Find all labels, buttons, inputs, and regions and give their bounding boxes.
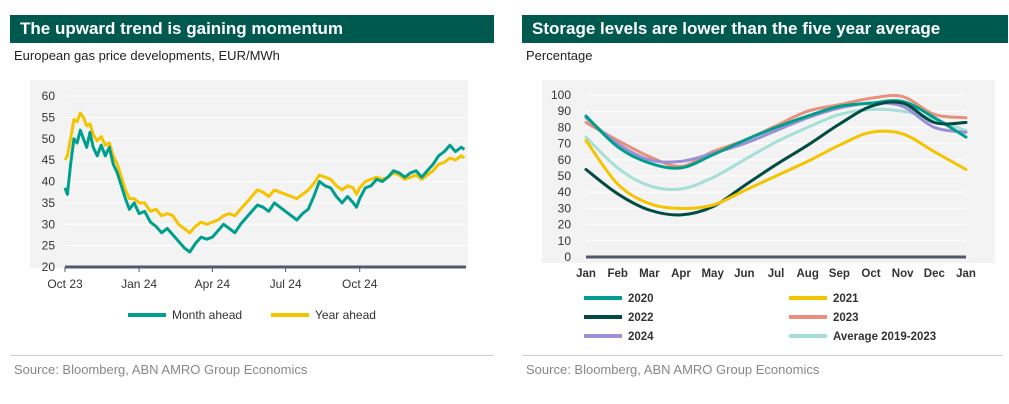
x-tick-label: Jun <box>734 268 754 280</box>
y-tick-label: 10 <box>558 234 572 248</box>
x-tick-label: Nov <box>892 268 914 280</box>
y-tick-label: 20 <box>42 260 56 274</box>
y-tick-label: 80 <box>558 120 572 134</box>
chart-subtitle: European gas price developments, EUR/MWh <box>14 48 280 63</box>
series-line-month-ahead <box>63 128 466 254</box>
y-tick-label: 50 <box>558 169 572 183</box>
series-line-2022 <box>584 100 968 217</box>
y-tick-label: 90 <box>558 104 572 118</box>
x-tick-label: Oct 24 <box>342 277 378 291</box>
x-tick-label: May <box>701 268 724 280</box>
series-line-2020 <box>584 99 968 170</box>
y-tick-label: 50 <box>42 132 56 146</box>
legend-label: 2023 <box>833 312 859 324</box>
x-tick-label: Oct 23 <box>47 277 83 291</box>
x-tick-label: Sep <box>829 268 850 280</box>
source-divider <box>522 355 1002 356</box>
series-line-2024 <box>584 101 968 164</box>
x-tick-label: Apr 24 <box>195 277 231 291</box>
x-tick-label: Jan 24 <box>121 277 157 291</box>
legend-label: 2021 <box>833 293 859 305</box>
x-tick-label: Dec <box>924 268 946 280</box>
gas-price-chart: 20 25 30 35 40 45 50 55 60 Oct 23 Jan 24 Apr 24 Jul … <box>30 80 468 322</box>
x-tick-label: Jan <box>956 268 976 280</box>
y-tick-label: 30 <box>558 201 572 215</box>
y-tick-label: 20 <box>558 218 572 232</box>
source-note: Source: Bloomberg, ABN AMRO Group Econom… <box>526 362 820 377</box>
series-line-2021 <box>584 129 968 210</box>
panel-storage-levels: Storage levels are lower than the five y… <box>512 0 1009 404</box>
x-tick-label: Jul 24 <box>270 277 302 291</box>
x-tick-label: Apr <box>671 268 691 280</box>
y-tick-label: 40 <box>558 185 572 199</box>
y-tick-label: 35 <box>42 196 56 210</box>
legend-label: 2020 <box>628 293 654 305</box>
panel-gas-price: The upward trend is gaining momentum Eur… <box>0 0 497 404</box>
y-tick-label: 25 <box>42 239 56 253</box>
x-tick-label: Jan <box>576 268 596 280</box>
x-tick-label: Jul <box>768 268 785 280</box>
storage-levels-chart: 0 10 20 30 40 50 60 70 80 90 100 Jan Feb Mar Apr May Jun… <box>542 80 995 343</box>
y-tick-label: 30 <box>42 217 56 231</box>
chart-subtitle: Percentage <box>526 48 593 63</box>
y-tick-label: 100 <box>551 88 571 102</box>
source-divider <box>10 355 494 356</box>
legend-label: Month ahead <box>172 308 242 322</box>
y-tick-label: 40 <box>42 175 56 189</box>
x-tick-label: Oct <box>861 268 880 280</box>
series-line-average-2019-2023 <box>584 107 968 192</box>
chart-title: The upward trend is gaining momentum <box>10 15 494 43</box>
y-tick-label: 0 <box>564 250 571 264</box>
legend-label: 2022 <box>628 312 654 324</box>
source-note: Source: Bloomberg, ABN AMRO Group Econom… <box>14 362 308 377</box>
legend-label: 2024 <box>628 331 654 343</box>
legend-label: Year ahead <box>315 308 376 322</box>
x-tick-label: Feb <box>607 268 627 280</box>
y-tick-label: 55 <box>42 110 56 124</box>
y-tick-label: 70 <box>558 137 572 151</box>
plot-background <box>542 80 995 263</box>
chart-title: Storage levels are lower than the five y… <box>522 15 1008 43</box>
x-tick-label: Aug <box>796 268 818 280</box>
legend-label: Average 2019-2023 <box>833 331 936 343</box>
y-tick-label: 60 <box>42 89 56 103</box>
y-tick-label: 60 <box>558 153 572 167</box>
x-tick-label: Mar <box>639 268 660 280</box>
y-tick-label: 45 <box>42 153 56 167</box>
